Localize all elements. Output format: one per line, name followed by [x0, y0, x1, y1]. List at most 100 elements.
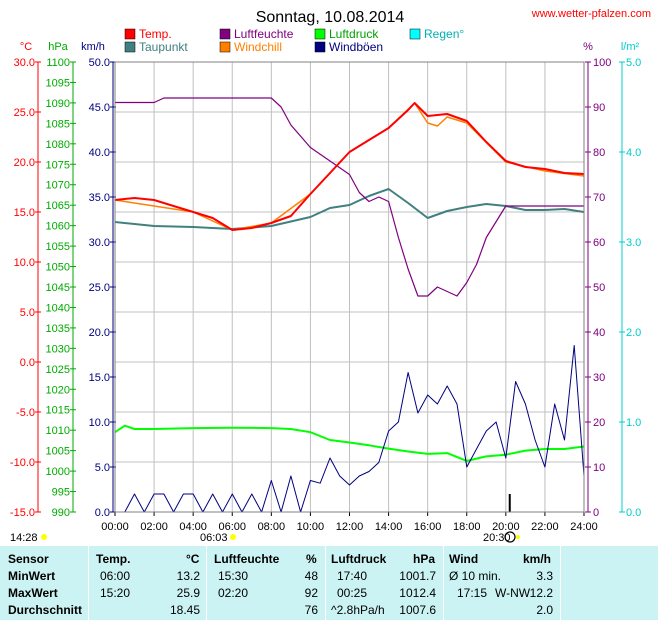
press-tick-label: 1090: [46, 98, 70, 110]
max-hum-time: 02:20: [218, 586, 249, 600]
rain-tick-label: 5.0: [626, 57, 641, 69]
legend-swatch: [219, 28, 231, 40]
wind-tick-label: 35.0: [89, 192, 110, 204]
legend-swatch: [314, 41, 326, 53]
wind-unit-label: km/h: [81, 41, 105, 53]
min-press: 1001.7: [399, 569, 436, 583]
temp-tick-label: -5.0: [16, 407, 35, 419]
avg-label: Durchschnitt: [8, 603, 83, 617]
min-label: MinWert: [8, 569, 56, 583]
press-tick-label: 1045: [46, 282, 70, 294]
rain-tick-label: 1.0: [626, 417, 641, 429]
series-luftfeuchte: [115, 97, 584, 297]
avg-press-trend: ^2.8hPa/h: [331, 603, 385, 617]
series-lines: [114, 97, 585, 513]
press-tick-label: 1075: [46, 159, 70, 171]
wind-tick-label: 45.0: [89, 102, 110, 114]
press-tick-label: 1100: [46, 57, 70, 69]
press-unit-label: hPa: [48, 41, 68, 53]
press-tick-label: 995: [52, 487, 70, 499]
hum-tick-label: 80: [593, 147, 605, 159]
temp-tick-label: 10.0: [14, 257, 35, 269]
legend-swatch: [219, 41, 231, 53]
header-sensor: Sensor: [8, 552, 49, 566]
sunset-marker-icon: [516, 535, 520, 539]
min-hum-time: 15:30: [218, 569, 249, 583]
press-tick-label: 1005: [46, 446, 70, 458]
header-hum-unit: %: [306, 552, 317, 566]
legend-swatch: [314, 28, 326, 40]
min-press-time: 17:40: [337, 569, 368, 583]
legend-swatch: [409, 28, 421, 40]
header-wind: Wind: [449, 552, 479, 566]
press-tick-label: 1065: [46, 200, 70, 212]
rain-tick-label: 0.0: [626, 507, 641, 519]
max-wind-dir: W-NW: [495, 586, 531, 600]
press-tick-label: 1095: [46, 77, 70, 89]
x-tick-label: 04:00: [179, 521, 207, 533]
grid: [115, 62, 584, 512]
hum-tick-label: 90: [593, 102, 605, 114]
header-hum: Luftfeuchte: [214, 552, 280, 566]
chart-legend: Temp. Luftfeuchte Luftdruck Regen° Taupunkt W…: [124, 27, 464, 54]
hum-tick-label: 0: [593, 507, 599, 519]
table-row-avg: Durchschnitt 18.45 76 ^2.8hPa/h 1007.6 2…: [0, 601, 658, 619]
wind-tick-label: 15.0: [89, 372, 110, 384]
avg-hum: 76: [304, 603, 318, 617]
footer-times: 14:28 06:03 20:30: [10, 531, 520, 544]
max-temp: 25.9: [176, 586, 200, 600]
sun-marker-icon: [41, 534, 47, 540]
press-tick-label: 1015: [46, 405, 70, 417]
press-tick-label: 1080: [46, 139, 70, 151]
press-tick-label: 1085: [46, 118, 70, 130]
temp-unit-label: °C: [20, 41, 32, 53]
y-axes: 30.0 25.0 20.0 15.0 10.0 5.0 0.0 -5.0 -10.0 -15.0…: [10, 57, 641, 519]
hum-unit-label: %: [583, 41, 593, 53]
header-temp-unit: °C: [186, 552, 200, 566]
wind-tick-label: 50.0: [89, 57, 110, 69]
max-wind-time: 17:15: [457, 586, 488, 600]
press-tick-label: 1070: [46, 180, 70, 192]
x-tick-label: 06:00: [218, 521, 246, 533]
header-press-unit: hPa: [413, 552, 436, 566]
legend-label: Taupunkt: [139, 40, 188, 54]
x-tick-label: 22:00: [531, 521, 559, 533]
max-press-time: 00:25: [337, 586, 368, 600]
hum-tick-label: 70: [593, 192, 605, 204]
press-tick-label: 1040: [46, 302, 70, 314]
min-wind: 3.3: [536, 569, 553, 583]
max-press: 1012.4: [399, 586, 436, 600]
temp-tick-label: 15.0: [14, 207, 35, 219]
max-wind: 12.2: [529, 586, 553, 600]
max-label: MaxWert: [8, 586, 58, 600]
weather-chart: Sonntag, 10.08.2014 www.wetter-pfalzen.c…: [10, 8, 651, 544]
series-temp: [114, 102, 585, 231]
temp-tick-label: -10.0: [10, 457, 35, 469]
min-wind-label: Ø 10 min.: [449, 569, 502, 583]
press-tick-label: 1010: [46, 425, 70, 437]
header-wind-unit: km/h: [523, 552, 552, 566]
x-tick-label: 02:00: [140, 521, 168, 533]
sunrise-marker-icon: [230, 534, 236, 540]
hum-tick-label: 60: [593, 237, 605, 249]
wind-tick-label: 10.0: [89, 417, 110, 429]
avg-press: 1007.6: [399, 603, 436, 617]
hum-tick-label: 20: [593, 417, 605, 429]
wind-tick-label: 5.0: [95, 462, 110, 474]
rain-unit-label: l/m²: [621, 41, 640, 53]
x-tick-label: 12:00: [336, 521, 364, 533]
chart-title: Sonntag, 10.08.2014: [256, 9, 405, 26]
legend-label: Windböen: [329, 40, 383, 54]
wind-tick-label: 20.0: [89, 327, 110, 339]
hum-tick-label: 40: [593, 327, 605, 339]
press-tick-label: 1000: [46, 466, 70, 478]
x-tick-label: 18:00: [453, 521, 481, 533]
x-tick-label: 20:00: [492, 521, 520, 533]
table-header-row: Sensor Temp. °C Luftfeuchte % Luftdruck …: [0, 550, 658, 568]
legend-label: Luftdruck: [329, 27, 379, 41]
time-marker-2: 06:03: [200, 532, 228, 544]
header-temp: Temp.: [96, 552, 131, 566]
series-luftdruck: [114, 424, 585, 462]
max-temp-time: 15:20: [100, 586, 131, 600]
site-link[interactable]: www.wetter-pfalzen.com: [531, 8, 651, 20]
